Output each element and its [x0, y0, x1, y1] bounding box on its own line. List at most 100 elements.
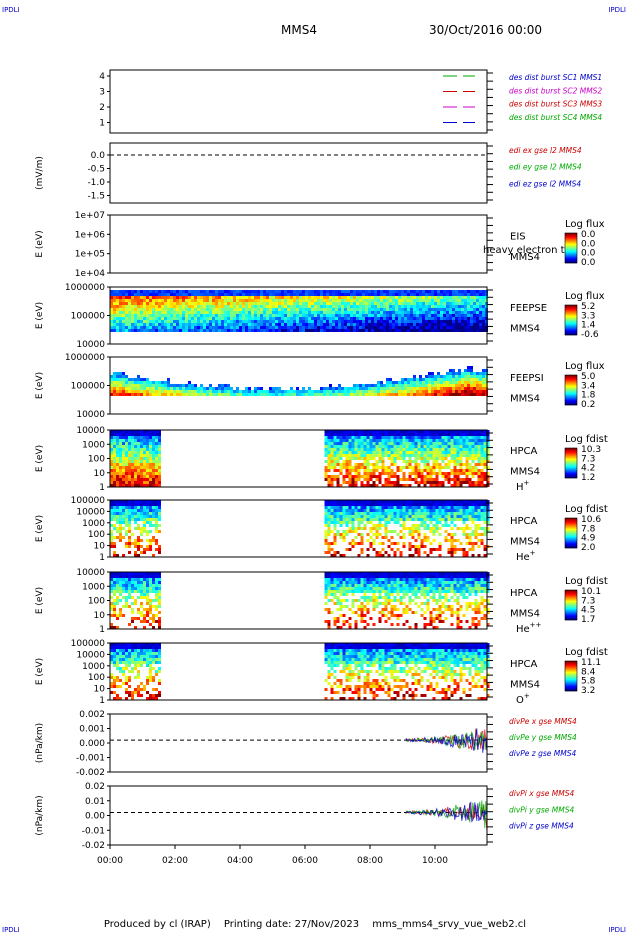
- y-tick-label: 1000: [82, 519, 105, 529]
- heatmap-cell: [287, 305, 290, 308]
- heatmap-cell: [408, 457, 412, 460]
- heatmap-cell: [122, 375, 125, 378]
- heatmap-cell: [372, 515, 376, 518]
- heatmap-cell: [456, 500, 460, 503]
- heatmap-cell: [173, 387, 176, 390]
- heatmap-cell: [116, 596, 119, 599]
- heatmap-cell: [179, 390, 182, 393]
- heatmap-cell: [345, 548, 349, 551]
- heatmap-cell: [329, 390, 332, 393]
- heatmap-cell: [125, 509, 128, 512]
- heatmap-cell: [383, 393, 386, 396]
- heatmap-cell: [435, 475, 439, 478]
- colorbar-segment: [565, 520, 577, 522]
- heatmap-cell: [329, 299, 332, 302]
- heatmap-cell: [398, 311, 401, 314]
- heatmap-cell: [113, 463, 116, 466]
- heatmap-cell: [119, 572, 122, 575]
- heatmap-cell: [366, 518, 370, 521]
- heatmap-cell: [351, 445, 355, 448]
- heatmap-cell: [348, 436, 352, 439]
- heatmap-cell: [134, 311, 137, 314]
- heatmap-cell: [146, 387, 149, 390]
- heatmap-cell: [458, 375, 461, 378]
- heatmap-cell: [215, 311, 218, 314]
- heatmap-cell: [425, 329, 428, 332]
- heatmap-cell: [335, 387, 338, 390]
- heatmap-cell: [386, 381, 389, 384]
- heatmap-cell: [110, 596, 113, 599]
- heatmap-cell: [242, 311, 245, 314]
- heatmap-cell: [417, 515, 421, 518]
- heatmap-cell: [324, 436, 328, 439]
- heatmap-cell: [389, 311, 392, 314]
- heatmap-cell: [278, 293, 281, 296]
- heatmap-cell: [483, 527, 487, 530]
- heatmap-cell: [305, 323, 308, 326]
- heatmap-cell: [471, 481, 475, 484]
- heatmap-cell: [396, 481, 400, 484]
- heatmap-cell: [333, 509, 337, 512]
- heatmap-cell: [122, 329, 125, 332]
- heatmap-cell: [119, 463, 122, 466]
- heatmap-cell: [369, 478, 373, 481]
- heatmap-cell: [374, 299, 377, 302]
- colorbar-segment: [565, 326, 577, 328]
- heatmap-cell: [218, 314, 221, 317]
- heatmap-cell: [158, 551, 161, 554]
- heatmap-cell: [173, 317, 176, 320]
- heatmap-cell: [426, 475, 430, 478]
- heatmap-cell: [392, 314, 395, 317]
- heatmap-cell: [443, 393, 446, 396]
- heatmap-cell: [128, 478, 131, 481]
- heatmap-cell: [452, 296, 455, 299]
- heatmap-cell: [408, 533, 412, 536]
- heatmap-cell: [372, 542, 376, 545]
- heatmap-cell: [455, 387, 458, 390]
- heatmap-cell: [435, 512, 439, 515]
- heatmap-cell: [396, 442, 400, 445]
- heatmap-cell: [336, 533, 340, 536]
- heatmap-cell: [266, 311, 269, 314]
- heatmap-cell: [408, 460, 412, 463]
- heatmap-cell: [260, 320, 263, 323]
- heatmap-cell: [179, 317, 182, 320]
- heatmap-cell: [116, 599, 119, 602]
- heatmap-cell: [119, 614, 122, 617]
- heatmap-cell: [230, 390, 233, 393]
- heatmap-cell: [330, 439, 334, 442]
- heatmap-cell: [474, 524, 478, 527]
- heatmap-cell: [116, 323, 119, 326]
- heatmap-cell: [122, 605, 125, 608]
- heatmap-cell: [456, 454, 460, 457]
- heatmap-cell: [404, 317, 407, 320]
- heatmap-cell: [471, 515, 475, 518]
- heatmap-cell: [110, 475, 113, 478]
- heatmap-cell: [137, 393, 140, 396]
- heatmap-cell: [393, 515, 397, 518]
- heatmap-cell: [137, 433, 140, 436]
- colorbar-segment: [565, 461, 577, 463]
- heatmap-cell: [125, 430, 128, 433]
- heatmap-cell: [360, 445, 364, 448]
- heatmap-cell: [410, 320, 413, 323]
- heatmap-cell: [140, 533, 143, 536]
- colorbar-segment: [565, 384, 577, 386]
- heatmap-cell: [380, 317, 383, 320]
- heatmap-cell: [221, 320, 224, 323]
- heatmap-cell: [477, 554, 481, 557]
- heatmap-cell: [362, 329, 365, 332]
- heatmap-cell: [324, 500, 328, 503]
- heatmap-cell: [471, 448, 475, 451]
- heatmap-cell: [369, 457, 373, 460]
- heatmap-cell: [335, 305, 338, 308]
- heatmap-cell: [428, 317, 431, 320]
- heatmap-cell: [359, 305, 362, 308]
- heatmap-cell: [402, 512, 406, 515]
- heatmap-cell: [467, 308, 470, 311]
- heatmap-cell: [347, 305, 350, 308]
- heatmap-cell: [372, 442, 376, 445]
- heatmap-cell: [383, 384, 386, 387]
- heatmap-cell: [477, 484, 481, 487]
